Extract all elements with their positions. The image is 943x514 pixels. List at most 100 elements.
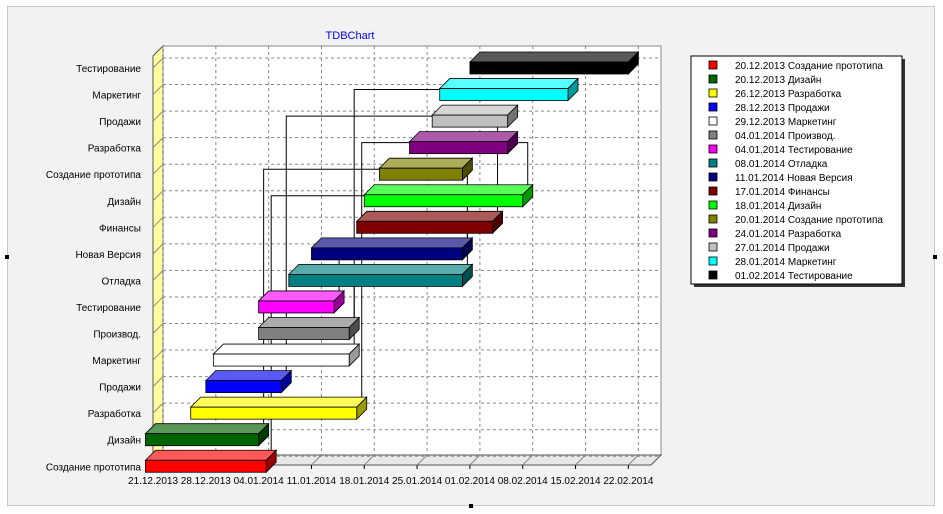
legend-swatch xyxy=(708,200,718,210)
legend-swatch xyxy=(708,102,718,112)
legend-label: 28.01.2014 Маркетинг xyxy=(735,257,837,268)
legend-label: 11.01.2014 Новая Версия xyxy=(735,173,853,184)
gantt-bar-top xyxy=(468,51,640,63)
y-tick-label: Тестирование xyxy=(76,303,141,314)
chart-title: TDBChart xyxy=(326,30,375,42)
gantt-bar-top xyxy=(378,157,474,169)
legend-swatch xyxy=(708,256,718,266)
gantt-bar-front xyxy=(431,114,509,128)
gantt-bar xyxy=(355,210,504,235)
tick-y xyxy=(152,402,164,414)
gridline-floor xyxy=(628,454,639,466)
x-tick-label: 21.12.2013 xyxy=(128,476,178,487)
gantt-bar-top xyxy=(287,263,474,275)
legend-box xyxy=(690,55,903,285)
legend-swatch xyxy=(708,270,718,280)
legend-label: 27.01.2014 Продажи xyxy=(735,243,830,254)
y-tick-label: Дизайн xyxy=(107,197,141,208)
dependency-line xyxy=(361,142,415,409)
legend-swatch xyxy=(708,60,718,70)
gantt-bar-front xyxy=(356,220,493,234)
gridline-floor xyxy=(416,454,428,466)
legend-label: 20.01.2014 Создание прототипа xyxy=(735,215,883,226)
tick-y xyxy=(152,376,164,387)
gantt-bar-top xyxy=(438,78,579,89)
gantt-bar-top xyxy=(408,131,519,143)
y-tick-label: Маркетинг xyxy=(92,91,141,102)
tick-y xyxy=(152,84,164,95)
y-tick-label: Разработка xyxy=(88,408,142,420)
x-tick-label: 15.02.2014 xyxy=(551,476,601,487)
left-wall xyxy=(152,44,164,467)
gridline-floor xyxy=(522,454,534,466)
gantt-bar-front xyxy=(439,88,569,101)
gantt-bar-front xyxy=(205,380,282,394)
gantt-bar-front xyxy=(145,459,267,473)
legend-label: 17.01.2014 Финансы xyxy=(735,187,830,198)
gantt-bar-top xyxy=(310,237,474,249)
gridline-floor xyxy=(469,454,481,466)
legend-label: 18.01.2014 Дизайн xyxy=(735,201,821,212)
gantt-bar-top xyxy=(257,290,346,302)
y-tick-label: Дизайн xyxy=(107,436,141,447)
legend-label: 29.12.2013 Маркетинг xyxy=(735,117,837,128)
legend-swatch xyxy=(708,186,718,196)
legend-label: 01.02.2014 Тестирование xyxy=(735,271,853,282)
gantt-bar-front xyxy=(378,167,463,181)
y-tick-label: Отладка xyxy=(101,276,141,287)
legend-swatch xyxy=(708,228,718,238)
y-tick-label: Создание прототипа xyxy=(46,462,142,473)
gridline-floor xyxy=(363,454,375,466)
resize-handle-right[interactable] xyxy=(933,255,937,259)
gantt-bar-front xyxy=(212,353,350,367)
y-tick-label: Производ. xyxy=(93,330,141,341)
gantt-bar-front xyxy=(145,433,260,447)
gantt-bar-top xyxy=(204,370,293,382)
tick-y xyxy=(152,323,164,334)
tick-y xyxy=(152,110,164,122)
y-tick-label: Создание прототипа xyxy=(46,170,142,181)
legend-swatch xyxy=(708,172,718,182)
gantt-bar-front xyxy=(469,61,629,75)
gantt-bar xyxy=(204,369,293,394)
gridline-floor xyxy=(575,454,586,466)
legend-swatch xyxy=(708,74,718,84)
gantt-bar xyxy=(363,183,534,208)
gantt-bar xyxy=(310,236,474,261)
tick-y xyxy=(152,296,164,308)
gantt-bar xyxy=(431,104,519,129)
gantt-bar xyxy=(144,449,278,474)
legend-swatch xyxy=(708,88,718,98)
gantt-bar xyxy=(287,263,474,288)
legend-label: 08.01.2014 Отладка xyxy=(735,159,828,170)
tick-y xyxy=(152,270,164,281)
tick-y xyxy=(152,190,164,202)
x-tick-label: 22.02.2014 xyxy=(603,476,653,487)
legend-label: 20.12.2013 Создание прототипа xyxy=(735,61,883,72)
legend-swatch xyxy=(708,242,718,252)
resize-handle-left[interactable] xyxy=(5,255,9,259)
gantt-bar-front xyxy=(288,273,463,287)
gantt-bar-front xyxy=(363,194,524,208)
gantt-bar-front xyxy=(258,327,350,340)
legend-swatch xyxy=(708,116,718,126)
gantt-bar-top xyxy=(355,210,504,222)
gantt-bar-front xyxy=(409,141,509,155)
resize-handle-bottom[interactable] xyxy=(469,504,473,508)
gantt-bar xyxy=(378,157,474,182)
tick-y xyxy=(152,349,164,361)
y-tick-label: Продажи xyxy=(99,383,141,394)
legend-swatch xyxy=(708,144,718,154)
x-tick-label: 01.02.2014 xyxy=(445,476,495,487)
gantt-bar-front xyxy=(311,247,463,261)
gantt-bar xyxy=(257,289,346,314)
x-tick-label: 04.01.2014 xyxy=(234,476,284,487)
x-tick-label: 11.01.2014 xyxy=(287,476,337,487)
tick-y xyxy=(152,243,164,255)
gantt-bar xyxy=(212,343,361,368)
legend-label: 24.01.2014 Разработка xyxy=(735,228,842,240)
legend-swatch xyxy=(708,130,718,140)
gantt-bar xyxy=(438,77,579,102)
